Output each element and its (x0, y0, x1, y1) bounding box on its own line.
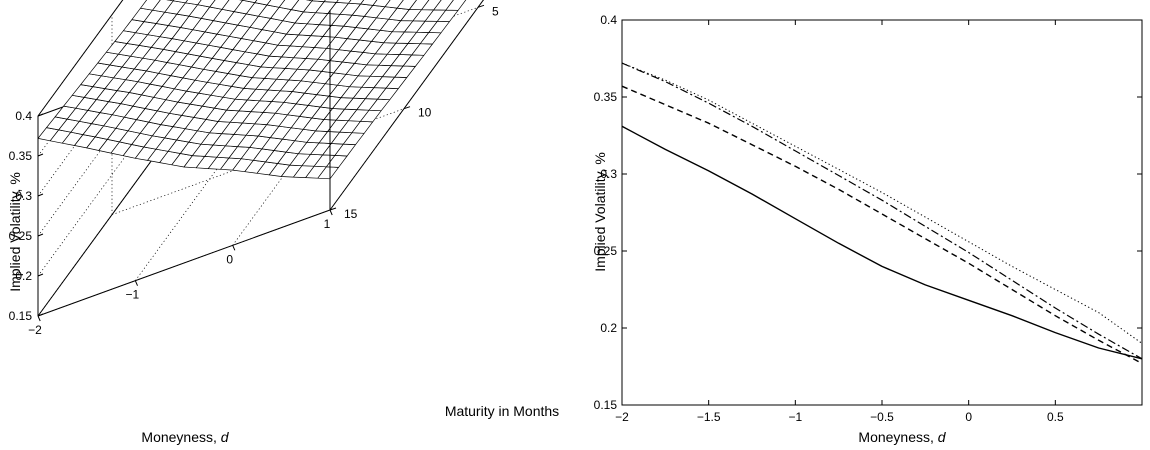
surface-y-tick-label: 10 (418, 106, 432, 120)
surface-x-tick (232, 245, 236, 251)
surface-y-tick-label: 15 (344, 207, 358, 221)
line-chart-x-tick-label: −0.5 (870, 410, 894, 424)
series-line-dashdot (621, 62, 1143, 360)
surface-x-tick-label: 0 (226, 252, 233, 266)
surface-z-tick (37, 313, 44, 317)
line-chart-xlabel-symbol: d (938, 429, 947, 445)
line-chart-ylabel: Implied Volatility, % (592, 152, 608, 272)
surface-axis-line (37, 209, 331, 317)
surface-z-tick-label: 0.3 (15, 189, 32, 203)
surface-z-tick-label: 0.15 (9, 309, 33, 323)
surface-x-tick (37, 315, 41, 322)
line-chart-xlabel: Moneyness, d (858, 429, 946, 445)
surface-ticks: −2−1010510150.150.20.250.30.350.4 (9, 4, 499, 337)
surface-z-tick (37, 153, 44, 157)
surface-plot: −2−1010510150.150.20.250.30.350.4 Moneyn… (7, 0, 559, 445)
series-line-solid (621, 125, 1143, 360)
line-chart-plot-area (621, 19, 1143, 406)
line-chart-x-tick-label: −1 (788, 410, 802, 424)
surface-y-tick-label: 5 (492, 4, 499, 18)
line-chart-y-tick-label: 0.3 (600, 167, 617, 181)
line-chart-y-tick-label: 0.2 (600, 321, 617, 335)
surface-x-tick (134, 280, 138, 286)
line-chart-ticks: −2 −1.5 −1 −0.5 0 0.5 0.15 0.2 0.25 0.3 0.35 0.4 (594, 13, 1142, 424)
line-chart-y-tick-label: 0.25 (594, 244, 618, 258)
surface-x-tick-label: −1 (125, 288, 139, 302)
surface-axis-line (329, 0, 484, 211)
surface-z-tick (37, 273, 44, 277)
surface-y-tick (403, 106, 411, 110)
surface-z-tick-label: 0.2 (15, 269, 32, 283)
series-line-dashed (621, 85, 1143, 365)
surface-y-tick (329, 207, 337, 211)
surface-y-tick (477, 4, 485, 8)
surface-x-tick-label: −2 (28, 323, 42, 337)
surface-x-tick (329, 209, 333, 216)
line-chart: −2 −1.5 −1 −0.5 0 0.5 0.15 0.2 0.25 0.3 0.35 0.4 Mo… (592, 13, 1143, 445)
surface-z-tick (37, 233, 44, 237)
line-chart-x-tick-label: −1.5 (697, 410, 721, 424)
surface-z-tick-label: 0.25 (9, 229, 33, 243)
line-chart-series (621, 62, 1143, 365)
surface-axis-line (37, 0, 124, 117)
line-chart-x-tick-label: 0 (965, 410, 972, 424)
series-line-dotted (621, 62, 1143, 344)
surface-mesh (37, 0, 467, 180)
surface-ylabel: Maturity in Months (445, 403, 559, 419)
line-chart-y-tick-label: 0.4 (600, 13, 617, 27)
surface-z-tick (37, 193, 44, 197)
line-chart-y-tick-label: 0.35 (594, 90, 618, 104)
surface-xlabel-symbol: d (221, 429, 230, 445)
surface-x-tick-label: 1 (324, 217, 331, 231)
surface-z-tick-label: 0.4 (15, 109, 32, 123)
surface-cell (445, 0, 467, 11)
surface-z-tick-label: 0.35 (9, 149, 33, 163)
line-chart-y-tick-label: 0.15 (594, 398, 618, 412)
surface-zlabel: Implied Volatility, % (7, 172, 23, 292)
line-chart-x-tick-label: 0.5 (1047, 410, 1064, 424)
surface-xlabel: Moneyness, d (141, 429, 229, 445)
line-chart-x-tick-label: −2 (615, 410, 629, 424)
surface-z-tick (37, 113, 44, 117)
